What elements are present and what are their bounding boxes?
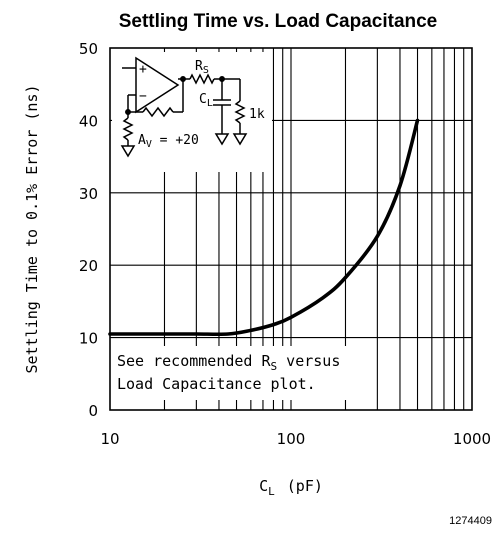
x-axis-label-subscript: L — [268, 485, 275, 498]
x-axis-unit: (pF) — [287, 477, 323, 495]
annotation: See recommended RS versus Load Capacitan… — [112, 346, 356, 400]
figure-id: 1274409 — [449, 515, 492, 527]
ground-symbol — [120, 145, 136, 158]
feedback-resistor — [142, 106, 174, 118]
series — [108, 118, 420, 337]
y-tick-label: 40 — [79, 112, 98, 130]
y-tick-label: 30 — [79, 185, 98, 203]
inset-schematic — [112, 52, 272, 172]
annotation-line1-tail: versus — [277, 352, 340, 370]
gain-value: = +20 — [152, 133, 199, 148]
cl-subscript: L — [207, 98, 213, 109]
ground-resistor — [122, 117, 134, 141]
rs-label: R — [195, 59, 203, 74]
svg-text:RS: RS — [195, 59, 209, 76]
y-tick-label: 10 — [79, 330, 98, 348]
svg-text:CL: CL — [199, 92, 213, 109]
plot-frame — [109, 47, 473, 411]
series-line — [108, 118, 420, 337]
gain-subscript: V — [146, 139, 152, 150]
opamp-symbol — [135, 56, 180, 114]
annotation-line1: See recommended R — [117, 352, 271, 370]
load-resistor-label: 1k — [249, 107, 265, 122]
y-axis-label: Settling Time to 0.1% Error (ns) — [23, 85, 41, 374]
x-tick-label: 1000 — [453, 430, 491, 448]
gain-label: A — [138, 133, 146, 148]
y-tick-label: 50 — [79, 40, 98, 58]
plus-sign: + — [139, 62, 147, 77]
y-tick-label: 0 — [88, 402, 98, 420]
svg-text:See recommended RS versus: See recommended RS versus — [117, 352, 340, 373]
load-resistor — [234, 100, 246, 124]
x-tick-label: 100 — [277, 430, 306, 448]
x-tick-label: 10 — [100, 430, 119, 448]
x-axis-label: C — [259, 477, 268, 495]
y-tick-label: 20 — [79, 257, 98, 275]
annotation-subscript: S — [271, 360, 278, 373]
rs-resistor — [189, 73, 215, 85]
cl-label: C — [199, 92, 207, 107]
svg-text:AV = +20: AV = +20 — [138, 133, 199, 150]
annotation-line2: Load Capacitance plot. — [117, 375, 316, 393]
minus-sign: − — [139, 89, 147, 104]
inset-labels: + − RS CL 1k AV = +20 — [138, 59, 265, 150]
svg-text:CL(pF): CL (pF) — [259, 477, 323, 498]
chart-title: Settling Time vs. Load Capacitance — [119, 11, 438, 32]
rs-subscript: S — [203, 65, 209, 76]
